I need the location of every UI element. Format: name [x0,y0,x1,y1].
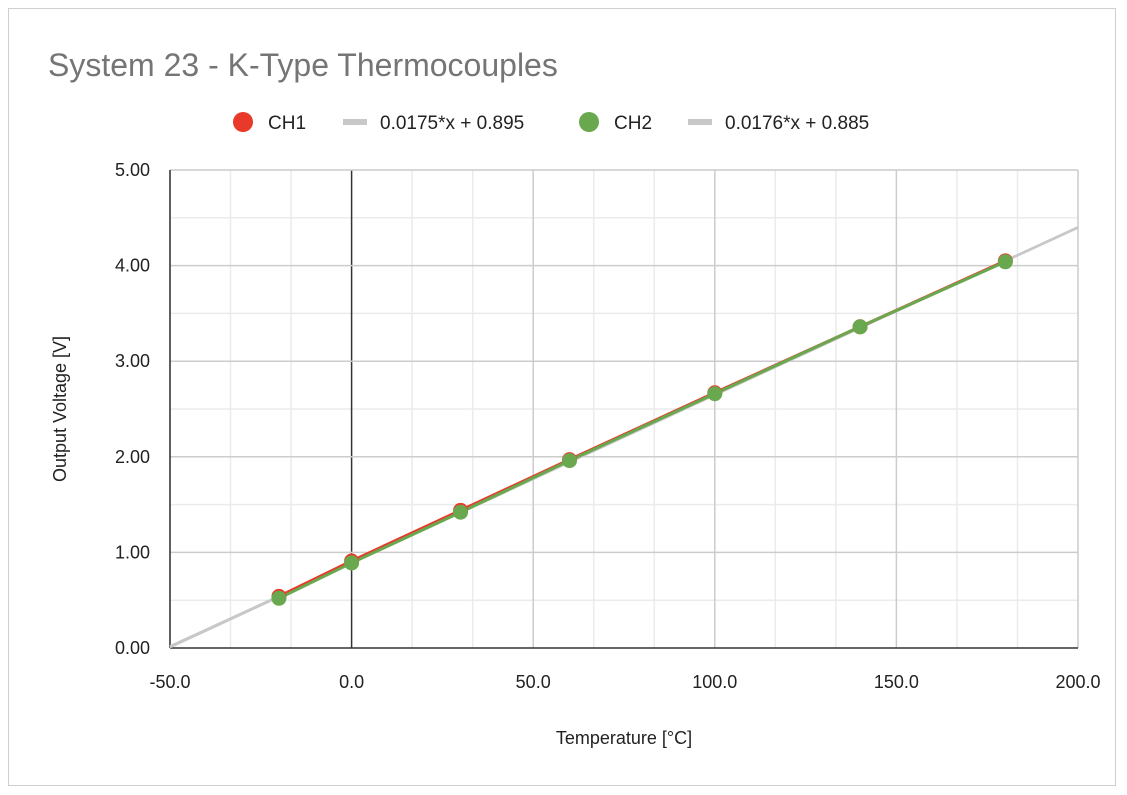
tick-labels: -50.0 0.0 50.0 100.0 150.0 200.0 0.00 1.00 2.00 3… [115,160,1101,692]
grid [169,169,1079,649]
data-point-ch2 [344,555,360,571]
legend-line-icon [688,119,712,125]
y-axis-label: Output Voltage [V] [50,336,70,482]
y-tick-label: 1.00 [115,542,150,562]
x-axis-label: Temperature [°C] [556,728,692,748]
y-tick-label: 0.00 [115,638,150,658]
data-point-ch2 [271,590,287,606]
legend-marker-icon [233,112,253,132]
y-tick-label: 2.00 [115,447,150,467]
chart-frame [8,8,1116,786]
legend-marker-icon [579,112,599,132]
x-tick-label: 50.0 [516,672,551,692]
y-tick-label: 4.00 [115,256,150,276]
data-point-ch2 [852,319,868,335]
legend-label: 0.0175*x + 0.895 [380,113,524,134]
legend-label: 0.0176*x + 0.885 [725,113,869,134]
x-tick-label: 150.0 [874,672,919,692]
x-tick-label: -50.0 [149,672,190,692]
legend-line-icon [343,119,367,125]
x-tick-label: 100.0 [692,672,737,692]
data-point-ch2 [453,504,469,520]
y-tick-label: 3.00 [115,351,150,371]
y-tick-label: 5.00 [115,160,150,180]
data-point-ch2 [997,254,1013,270]
data-point-ch2 [562,453,578,469]
x-tick-label: 0.0 [339,672,364,692]
legend-label: CH1 [268,113,306,134]
data-point-ch2 [707,386,723,402]
x-tick-label: 200.0 [1055,672,1100,692]
legend-label: CH2 [614,113,652,134]
chart-title: System 23 - K-Type Thermocouples [48,47,558,83]
legend[interactable]: CH1 0.0175*x + 0.895 CH2 0.0176*x + 0.885 [233,112,869,134]
data-points [271,253,1013,606]
